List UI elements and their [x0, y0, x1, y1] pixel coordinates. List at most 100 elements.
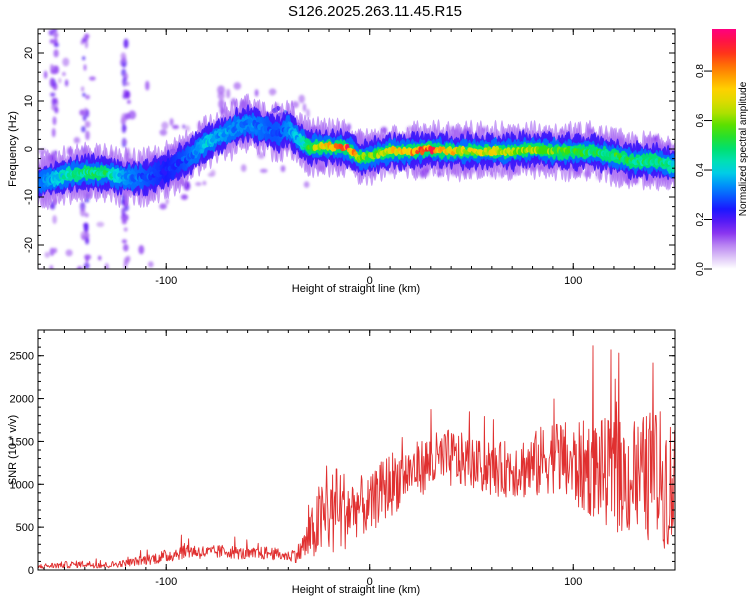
spectrogram-speckle-blob: [43, 70, 48, 79]
spectrogram-speckle-blob: [217, 91, 225, 100]
spectrogram-column-blob: [53, 32, 59, 38]
spectrogram-column-blob: [48, 29, 54, 36]
snr-y-label: SNR (10 * v/v): [7, 415, 19, 485]
spectrogram-column-blob: [84, 40, 89, 49]
spectrogram-column-blob: [85, 94, 90, 100]
spectrogram-speckle-blob: [298, 94, 305, 104]
spectrogram-column-blob: [81, 126, 86, 133]
figure-title: S126.2025.263.11.45.R15: [288, 3, 462, 20]
spectrogram-ridge-layer: [38, 118, 675, 187]
spectrogram-speckle-blob: [195, 182, 202, 186]
spectrogram-column-blob: [121, 219, 127, 225]
spectrogram-column-blob: [53, 37, 58, 47]
spectrogram-speckle-blob: [73, 137, 81, 144]
spectrogram-column-blob: [80, 86, 85, 92]
spectrogram-column-blob: [82, 56, 86, 61]
spectrogram-column-blob: [121, 123, 127, 134]
spectrogram-column-blob: [121, 207, 126, 217]
spectrogram-speckle-blob: [104, 262, 109, 269]
spectrogram-column-blob: [121, 239, 127, 244]
spectrogram-ridge-blob: [672, 165, 675, 170]
spectrogram-x-label: Height of straight line (km): [292, 283, 420, 295]
spectrogram-speckle-blob: [303, 181, 310, 188]
spectrogram-speckle-blob: [44, 251, 50, 258]
spectrogram-speckle-blob: [218, 99, 225, 109]
colorbar-tick-label: 0.0: [695, 262, 706, 276]
colorbar-tick-label: 0.4: [695, 163, 706, 177]
spectrogram-speckle-blob: [52, 215, 57, 224]
spectrogram-speckle-blob: [302, 103, 307, 112]
spectrogram-column-blob: [122, 139, 128, 144]
colorbar-label: Normalized spectral amplitude: [738, 81, 749, 216]
spectrogram-column-blob: [54, 106, 59, 114]
colorbar-axes: 0.0 0.2 0.4 0.6 0.8: [695, 64, 712, 276]
spectrogram-speckle-blob: [62, 57, 70, 67]
spectrogram-column-blob: [84, 120, 91, 128]
spectrogram-column-blob: [50, 69, 57, 75]
spectrogram-ridge-blob: [201, 143, 207, 149]
spectrogram-speckle-blob: [128, 287, 134, 291]
spectrogram-heatmap: [37, 29, 675, 291]
spectrogram-speckle-blob: [128, 110, 137, 120]
snr-y-tick-label: 2000: [10, 394, 34, 406]
colorbar-tick-label: 0.6: [695, 113, 706, 127]
spectrogram-column-blob: [49, 77, 55, 88]
spectrogram-column-blob: [82, 114, 87, 122]
snr-x-label: Height of straight line (km): [292, 584, 420, 596]
spectrogram-x-tick-label: 0: [367, 275, 373, 287]
spectrogram-column-blob: [80, 207, 86, 217]
spectrogram-column-blob: [124, 112, 131, 120]
snr-y-tick-label: 1500: [10, 436, 34, 448]
spectrogram-speckle-blob: [233, 82, 242, 90]
spectrogram-speckle-blob: [97, 255, 102, 261]
spectrogram-column-blob: [51, 128, 56, 138]
spectrogram-speckle-blob: [202, 180, 207, 186]
spectrogram-column-blob: [85, 109, 90, 118]
spectrogram-speckle-blob: [145, 80, 150, 91]
spectrogram-column-blob: [52, 116, 57, 126]
spectrogram-speckle-blob: [269, 90, 276, 96]
spectrogram-column-blob: [83, 222, 89, 232]
spectrogram-column-blob: [123, 38, 129, 49]
spectrogram-column-blob: [123, 260, 128, 269]
colorbar-gradient: [712, 29, 736, 269]
spectrogram-speckle-blob: [161, 121, 169, 130]
spectrogram-speckle-blob: [89, 76, 96, 81]
spectrogram-column-blob: [84, 212, 89, 218]
spectrogram-speckle-blob: [226, 88, 231, 99]
spectrogram-y-tick-label: 10: [23, 95, 35, 107]
spectrogram-speckle-blob: [62, 72, 66, 76]
spectrogram-y-tick-label: 0: [23, 146, 35, 152]
snr-y-tick-label: 0: [28, 565, 34, 577]
spectrogram-speckle-blob: [37, 269, 45, 278]
spectrogram-x-tick-label: 100: [564, 275, 582, 287]
spectrogram-column-blob: [80, 231, 87, 240]
snr-y-tick-label: 500: [16, 522, 34, 534]
spectrogram-y-tick-label: -10: [23, 189, 35, 205]
spectrogram-speckle-blob: [306, 108, 310, 119]
spectrogram-speckle-blob: [76, 266, 83, 269]
spectrogram-column-blob: [126, 255, 131, 262]
spectrogram-speckle-blob: [210, 169, 216, 177]
colorbar: 0.0 0.2 0.4 0.6 0.8 Normalized spectral ampl…: [695, 29, 749, 276]
spectrogram-column-blob: [123, 227, 128, 232]
spectrogram-speckle-blob: [64, 79, 69, 87]
spectrogram-speckle-blob: [138, 245, 145, 255]
spectrogram-column-blob: [51, 97, 55, 107]
spectrogram-speckle-blob: [172, 124, 180, 130]
spectrogram-column-blob: [50, 92, 56, 97]
snr-x-tick-label: 0: [367, 576, 373, 588]
spectrogram-speckle-blob: [148, 261, 154, 268]
spectrogram-speckle-blob: [259, 168, 268, 173]
snr-y-tick-label: 1000: [10, 479, 34, 491]
spectrogram-column-blob: [123, 89, 128, 96]
spectrogram-column-blob: [53, 247, 58, 254]
spectrogram-column-blob: [122, 55, 127, 64]
spectrogram-speckle-blob: [180, 194, 188, 200]
spectrogram-speckle-blob: [182, 124, 186, 129]
